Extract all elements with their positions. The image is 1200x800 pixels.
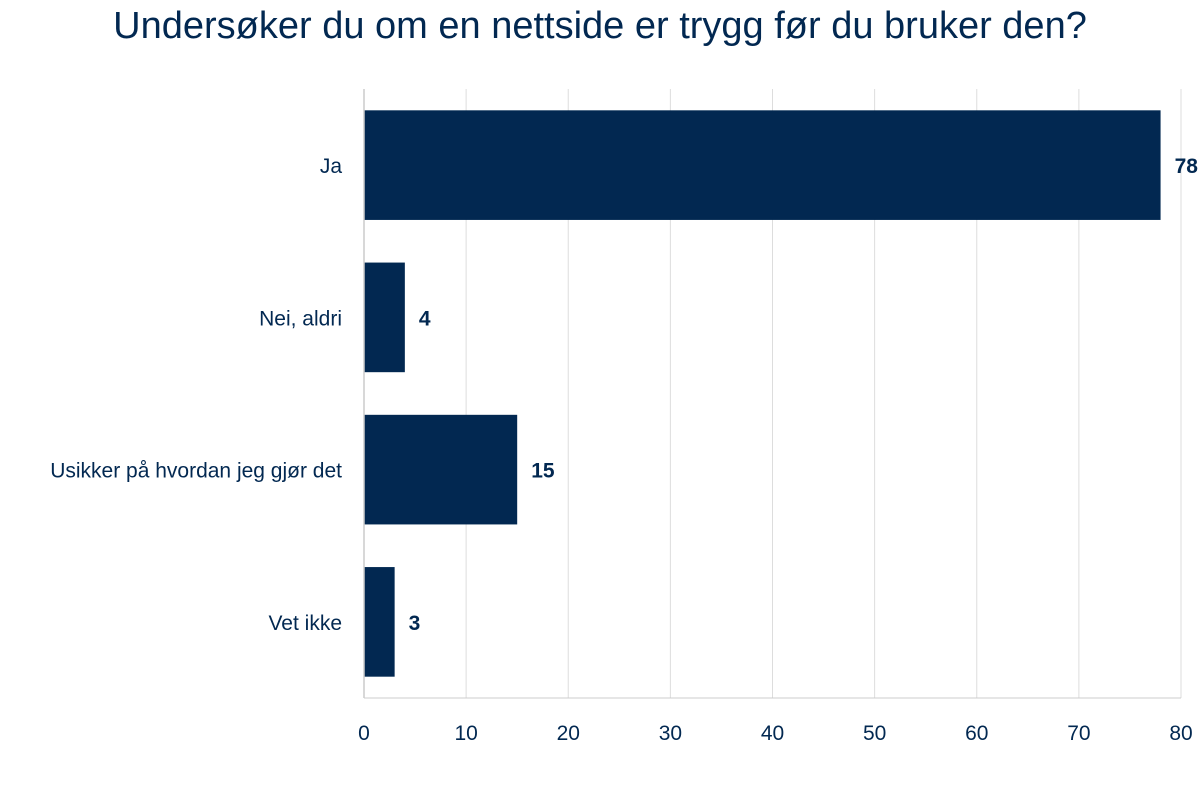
x-tick-label: 80 bbox=[1169, 722, 1192, 745]
bar-2 bbox=[364, 262, 405, 373]
category-label: Vet ikke bbox=[268, 612, 342, 635]
x-tick-label: 70 bbox=[1067, 722, 1090, 745]
category-label: Nei, aldri bbox=[259, 307, 342, 330]
bar-1 bbox=[364, 110, 1161, 220]
data-label: 15 bbox=[531, 460, 555, 483]
data-label: 4 bbox=[419, 307, 431, 330]
x-tick-label: 0 bbox=[358, 722, 370, 745]
data-label: 78 bbox=[1175, 155, 1199, 178]
category-label: Usikker på hvordan jeg gjør det bbox=[50, 460, 342, 483]
x-tick-label: 40 bbox=[761, 722, 784, 745]
data-label: 3 bbox=[409, 612, 421, 635]
chart-title: Undersøker du om en nettside er trygg fø… bbox=[113, 5, 1087, 47]
x-tick-label: 60 bbox=[965, 722, 988, 745]
category-label: Ja bbox=[320, 155, 343, 178]
axes bbox=[363, 89, 1181, 699]
x-tick-label: 10 bbox=[454, 722, 477, 745]
bar-3 bbox=[364, 414, 518, 525]
x-tick-label: 20 bbox=[557, 722, 580, 745]
x-tick-label: 30 bbox=[659, 722, 682, 745]
x-tick-label: 50 bbox=[863, 722, 886, 745]
labels: 0 10 20 30 40 50 60 70 80 Ja 78 Nei, aldri 4 Usikker … bbox=[50, 155, 1198, 745]
bars bbox=[364, 110, 1161, 677]
bar-4 bbox=[364, 567, 395, 677]
